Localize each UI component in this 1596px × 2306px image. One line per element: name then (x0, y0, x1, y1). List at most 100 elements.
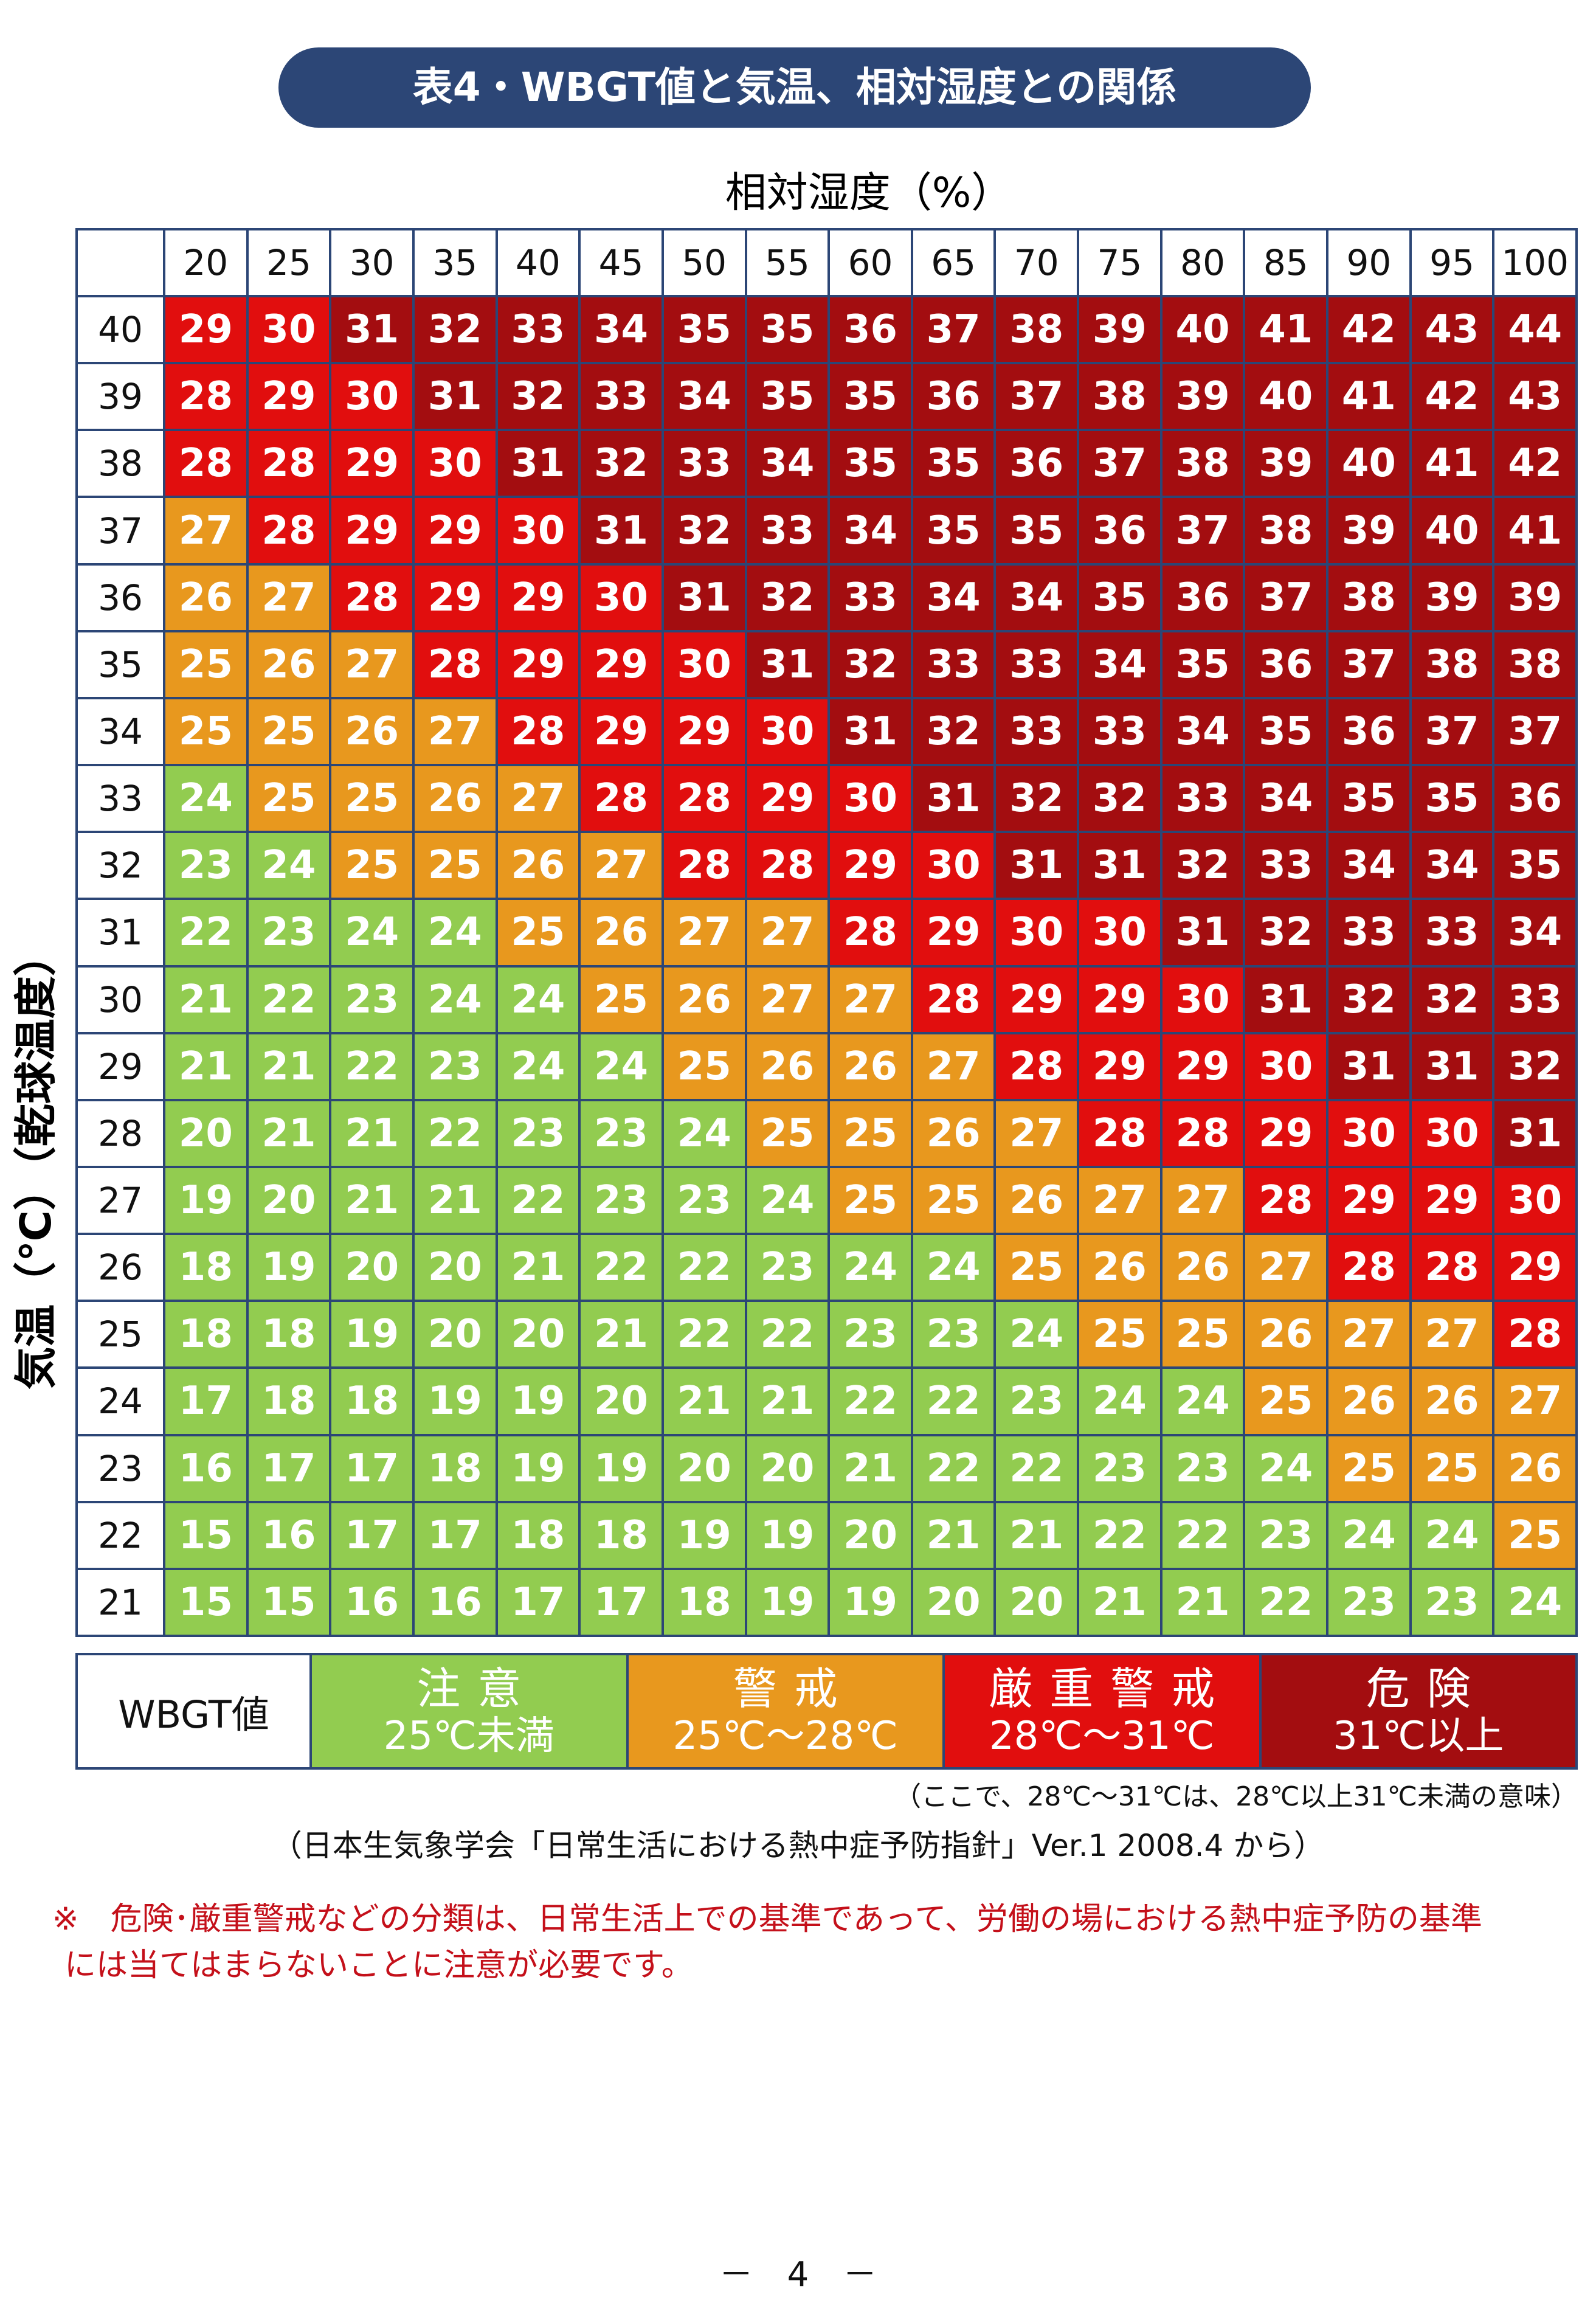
wbgt-cell: 41 (1494, 498, 1575, 563)
wbgt-cell: 28 (830, 900, 911, 965)
wbgt-cell: 28 (1494, 1302, 1575, 1367)
wbgt-cell: 25 (414, 833, 496, 898)
wbgt-cell: 28 (663, 833, 745, 898)
wbgt-cell: 27 (913, 1034, 994, 1099)
wbgt-cell: 30 (1245, 1034, 1327, 1099)
wbgt-cell: 36 (1079, 498, 1160, 563)
wbgt-cell: 20 (414, 1302, 496, 1367)
wbgt-cell: 29 (1079, 967, 1160, 1032)
wbgt-cell: 22 (747, 1302, 828, 1367)
wbgt-cell: 40 (1162, 297, 1243, 362)
wbgt-cell: 40 (1245, 364, 1327, 429)
humidity-header: 60 (830, 230, 911, 295)
legend-caution-range: 25℃未満 (383, 1713, 554, 1759)
wbgt-cell: 37 (996, 364, 1077, 429)
wbgt-cell: 28 (414, 632, 496, 697)
wbgt-cell: 30 (1079, 900, 1160, 965)
wbgt-cell: 21 (913, 1503, 994, 1568)
wbgt-cell: 29 (497, 632, 579, 697)
wbgt-cell: 22 (1079, 1503, 1160, 1568)
wbgt-cell: 36 (996, 431, 1077, 496)
wbgt-cell: 37 (913, 297, 994, 362)
wbgt-cell: 33 (663, 431, 745, 496)
humidity-axis-label: 相対湿度（%） (725, 169, 1013, 217)
wbgt-cell: 20 (747, 1436, 828, 1501)
wbgt-cell: 23 (581, 1101, 662, 1166)
temperature-header: 23 (78, 1436, 163, 1501)
wbgt-cell: 21 (581, 1302, 662, 1367)
legend-danger: 危険 31℃以上 (1261, 1655, 1575, 1767)
wbgt-cell: 29 (414, 565, 496, 630)
wbgt-cell: 27 (663, 900, 745, 965)
wbgt-cell: 24 (1328, 1503, 1409, 1568)
wbgt-cell: 21 (248, 1101, 330, 1166)
wbgt-cell: 34 (1079, 632, 1160, 697)
wbgt-cell: 20 (830, 1503, 911, 1568)
temperature-header: 25 (78, 1302, 163, 1367)
wbgt-cell: 29 (1162, 1034, 1243, 1099)
wbgt-cell: 29 (1079, 1034, 1160, 1099)
temperature-header: 24 (78, 1369, 163, 1434)
wbgt-cell: 27 (1162, 1168, 1243, 1233)
wbgt-cell: 21 (830, 1436, 911, 1501)
wbgt-cell: 28 (663, 766, 745, 831)
wbgt-cell: 28 (1411, 1235, 1493, 1300)
wbgt-cell: 31 (913, 766, 994, 831)
wbgt-cell: 22 (663, 1235, 745, 1300)
wbgt-cell: 42 (1328, 297, 1409, 362)
wbgt-cell: 28 (248, 431, 330, 496)
wbgt-cell: 25 (1411, 1436, 1493, 1501)
wbgt-cell: 32 (497, 364, 579, 429)
wbgt-cell: 32 (1079, 766, 1160, 831)
wbgt-cell: 25 (913, 1168, 994, 1233)
wbgt-cell: 22 (331, 1034, 412, 1099)
wbgt-cell: 24 (497, 1034, 579, 1099)
wbgt-cell: 17 (497, 1570, 579, 1635)
wbgt-cell: 36 (1162, 565, 1243, 630)
wbgt-cell: 29 (414, 498, 496, 563)
wbgt-cell: 41 (1411, 431, 1493, 496)
temperature-header: 22 (78, 1503, 163, 1568)
legend-danger-name: 危険 (1366, 1663, 1488, 1714)
wbgt-cell: 22 (996, 1436, 1077, 1501)
temperature-header: 31 (78, 900, 163, 965)
wbgt-cell: 35 (913, 498, 994, 563)
wbgt-cell: 43 (1411, 297, 1493, 362)
wbgt-cell: 31 (663, 565, 745, 630)
wbgt-cell: 24 (331, 900, 412, 965)
wbgt-cell: 28 (1245, 1168, 1327, 1233)
wbgt-cell: 29 (581, 699, 662, 764)
wbgt-cell: 34 (1162, 699, 1243, 764)
wbgt-cell: 35 (830, 431, 911, 496)
wbgt-cell: 24 (165, 766, 246, 831)
wbgt-cell: 31 (1494, 1101, 1575, 1166)
wbgt-cell: 34 (830, 498, 911, 563)
wbgt-cell: 35 (1245, 699, 1327, 764)
wbgt-cell: 18 (165, 1302, 246, 1367)
wbgt-cell: 25 (331, 766, 412, 831)
wbgt-cell: 30 (913, 833, 994, 898)
wbgt-cell: 20 (996, 1570, 1077, 1635)
wbgt-cell: 30 (248, 297, 330, 362)
wbgt-cell: 19 (414, 1369, 496, 1434)
wbgt-cell: 34 (747, 431, 828, 496)
wbgt-cell: 39 (1245, 431, 1327, 496)
wbgt-cell: 30 (581, 565, 662, 630)
wbgt-cell: 25 (497, 900, 579, 965)
wbgt-cell: 25 (165, 632, 246, 697)
wbgt-cell: 39 (1328, 498, 1409, 563)
wbgt-cell: 34 (1328, 833, 1409, 898)
wbgt-cell: 36 (913, 364, 994, 429)
wbgt-cell: 29 (581, 632, 662, 697)
temperature-header: 35 (78, 632, 163, 697)
wbgt-cell: 32 (1162, 833, 1243, 898)
wbgt-cell: 42 (1494, 431, 1575, 496)
temperature-header: 40 (78, 297, 163, 362)
temperature-axis-label: 気温（℃）（乾球温度） (11, 933, 61, 1390)
wbgt-cell: 35 (996, 498, 1077, 563)
wbgt-cell: 28 (248, 498, 330, 563)
humidity-header: 100 (1494, 230, 1575, 295)
wbgt-cell: 31 (1079, 833, 1160, 898)
wbgt-cell: 27 (497, 766, 579, 831)
wbgt-cell: 27 (414, 699, 496, 764)
